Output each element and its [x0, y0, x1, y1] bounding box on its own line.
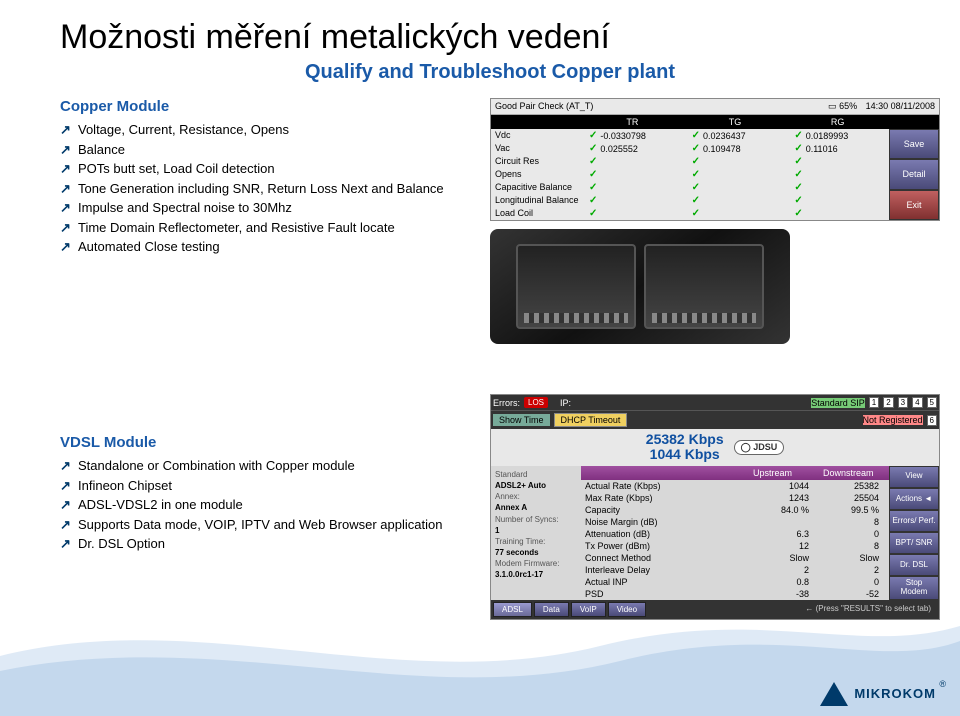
- bullet-item: Dr. DSL Option: [60, 535, 470, 553]
- rate-down: 25382 Kbps: [646, 432, 724, 447]
- table-row: PSD-38-52: [581, 588, 889, 600]
- logo: MIKROKOM ®: [820, 682, 936, 706]
- check-icon: ✓: [692, 195, 700, 206]
- check-icon: ✓: [794, 130, 802, 141]
- bullet-item: Impulse and Spectral noise to 30Mhz: [60, 199, 470, 217]
- check-icon: ✓: [794, 143, 802, 154]
- bullet-item: Tone Generation including SNR, Return Lo…: [60, 180, 470, 198]
- table-row: Capacity84.0 %99.5 %: [581, 504, 889, 516]
- table-row: Load Coil✓✓✓: [491, 207, 889, 220]
- check-icon: ✓: [692, 169, 700, 180]
- side-button[interactable]: Actions ◄: [889, 488, 939, 510]
- check-icon: ✓: [794, 208, 802, 219]
- table-row: Vac✓0.025552✓0.109478✓0.11016: [491, 142, 889, 155]
- table-row: Attenuation (dB)6.30: [581, 528, 889, 540]
- table-row: Longitudinal Balance✓✓✓: [491, 194, 889, 207]
- check-icon: ✓: [794, 182, 802, 193]
- logo-icon: [820, 682, 848, 706]
- check-icon: ✓: [692, 156, 700, 167]
- check-icon: ✓: [589, 208, 597, 219]
- copper-label: Copper Module: [60, 98, 470, 115]
- check-icon: ✓: [589, 130, 597, 141]
- battery-icon: ▭: [828, 101, 837, 111]
- check-icon: ✓: [589, 195, 597, 206]
- table-row: Tx Power (dBm)128: [581, 540, 889, 552]
- brand-badge: ◯ JDSU: [734, 440, 785, 455]
- tab[interactable]: Data: [534, 602, 569, 617]
- check-icon: ✓: [589, 156, 597, 167]
- table-row: Actual Rate (Kbps)104425382: [581, 480, 889, 492]
- check-icon: ✓: [692, 130, 700, 141]
- bullet-item: Infineon Chipset: [60, 477, 470, 495]
- bullet-item: POTs butt set, Load Coil detection: [60, 160, 470, 178]
- table-row: Connect MethodSlowSlow: [581, 552, 889, 564]
- tab[interactable]: Video: [608, 602, 646, 617]
- side-button[interactable]: BPT/ SNR: [889, 532, 939, 554]
- check-icon: ✓: [589, 169, 597, 180]
- check-icon: ✓: [692, 143, 700, 154]
- table-row: Circuit Res✓✓✓: [491, 155, 889, 168]
- check-icon: ✓: [589, 182, 597, 193]
- copper-bullets: Voltage, Current, Resistance, Opens Balan…: [60, 121, 470, 256]
- pair-check-screenshot: Good Pair Check (AT_T) ▭ 65% 14:30 08/11…: [490, 98, 940, 221]
- bullet-item: Time Domain Reflectometer, and Resistive…: [60, 219, 470, 237]
- side-button[interactable]: Stop Modem: [889, 576, 939, 600]
- side-button[interactable]: Detail: [889, 159, 939, 189]
- bullet-item: Automated Close testing: [60, 238, 470, 256]
- device-photo: [490, 229, 790, 344]
- table-row: Interleave Delay22: [581, 564, 889, 576]
- table-row: Vdc✓-0.0330798✓0.0236437✓0.0189993: [491, 129, 889, 142]
- check-icon: ✓: [794, 156, 802, 167]
- check-icon: ✓: [794, 169, 802, 180]
- check-icon: ✓: [692, 208, 700, 219]
- bullet-item: ADSL-VDSL2 in one module: [60, 496, 470, 514]
- table-row: Actual INP0.80: [581, 576, 889, 588]
- bullet-item: Balance: [60, 141, 470, 159]
- check-icon: ✓: [794, 195, 802, 206]
- table-row: Max Rate (Kbps)124325504: [581, 492, 889, 504]
- side-button[interactable]: Save: [889, 129, 939, 159]
- tab[interactable]: ADSL: [493, 602, 532, 617]
- bullet-item: Standalone or Combination with Copper mo…: [60, 457, 470, 475]
- check-icon: ✓: [589, 143, 597, 154]
- rate-up: 1044 Kbps: [646, 447, 724, 462]
- tab[interactable]: VoIP: [571, 602, 606, 617]
- vdsl-bullets: Standalone or Combination with Copper mo…: [60, 457, 470, 553]
- bullet-item: Supports Data mode, VOIP, IPTV and Web B…: [60, 516, 470, 534]
- side-button[interactable]: Errors/ Perf.: [889, 510, 939, 532]
- check-icon: ✓: [692, 182, 700, 193]
- table-row: Capacitive Balance✓✓✓: [491, 181, 889, 194]
- vdsl-screenshot: Errors: LOS IP: Standard SIP 1 2 3 4 5 S…: [490, 394, 940, 620]
- page-title: Možnosti měření metalických vedení: [60, 18, 920, 57]
- bullet-item: Voltage, Current, Resistance, Opens: [60, 121, 470, 139]
- table-row: Noise Margin (dB)8: [581, 516, 889, 528]
- subtitle: Qualify and Troubleshoot Copper plant: [60, 61, 920, 84]
- side-button[interactable]: Exit: [889, 190, 939, 220]
- side-button[interactable]: Dr. DSL: [889, 554, 939, 576]
- vdsl-label: VDSL Module: [60, 434, 470, 451]
- pair-check-title: Good Pair Check (AT_T): [495, 101, 593, 112]
- table-row: Opens✓✓✓: [491, 168, 889, 181]
- side-button[interactable]: View: [889, 466, 939, 488]
